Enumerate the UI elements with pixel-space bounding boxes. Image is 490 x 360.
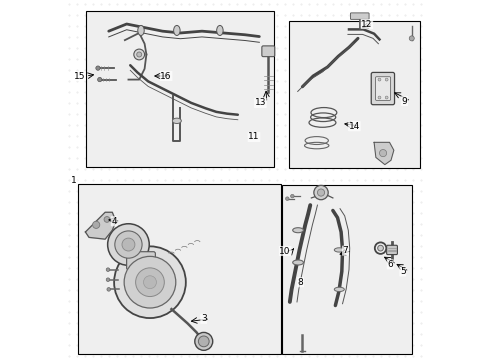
Ellipse shape xyxy=(334,248,344,252)
Circle shape xyxy=(122,238,135,251)
Circle shape xyxy=(385,78,388,81)
Circle shape xyxy=(106,278,110,282)
Circle shape xyxy=(134,49,145,60)
Text: 10: 10 xyxy=(279,247,291,256)
Text: 14: 14 xyxy=(349,122,360,131)
Circle shape xyxy=(378,245,383,251)
Text: 9: 9 xyxy=(402,96,408,105)
Circle shape xyxy=(124,256,176,308)
Polygon shape xyxy=(374,142,394,165)
Text: 1: 1 xyxy=(72,176,77,185)
Circle shape xyxy=(114,246,186,318)
Text: 5: 5 xyxy=(400,267,406,276)
Text: 7: 7 xyxy=(343,246,348,255)
Circle shape xyxy=(314,185,328,200)
Ellipse shape xyxy=(217,26,223,36)
Bar xyxy=(282,185,412,354)
Bar xyxy=(289,21,420,168)
Ellipse shape xyxy=(172,118,181,123)
Circle shape xyxy=(108,224,149,265)
Circle shape xyxy=(137,52,142,57)
Text: 4: 4 xyxy=(111,217,117,226)
Text: 15: 15 xyxy=(74,72,85,81)
Circle shape xyxy=(291,194,294,198)
Circle shape xyxy=(379,149,387,157)
Text: 12: 12 xyxy=(361,19,372,28)
FancyBboxPatch shape xyxy=(262,46,275,57)
Text: 11: 11 xyxy=(248,132,260,141)
Circle shape xyxy=(318,189,324,196)
Circle shape xyxy=(198,336,209,347)
FancyBboxPatch shape xyxy=(375,77,391,100)
FancyBboxPatch shape xyxy=(387,245,397,255)
FancyBboxPatch shape xyxy=(350,13,369,19)
Circle shape xyxy=(115,231,142,258)
Circle shape xyxy=(98,77,102,82)
Ellipse shape xyxy=(334,287,344,292)
Circle shape xyxy=(104,217,110,222)
Text: 16: 16 xyxy=(160,72,172,81)
Circle shape xyxy=(385,96,388,99)
Bar xyxy=(78,184,281,354)
Circle shape xyxy=(106,268,110,271)
Text: 8: 8 xyxy=(298,278,303,287)
Text: 3: 3 xyxy=(201,314,207,323)
Circle shape xyxy=(378,78,381,81)
Circle shape xyxy=(136,268,164,297)
Circle shape xyxy=(96,66,100,70)
FancyBboxPatch shape xyxy=(126,252,155,270)
Circle shape xyxy=(409,36,414,41)
Circle shape xyxy=(286,197,289,201)
Ellipse shape xyxy=(138,26,144,36)
Text: 6: 6 xyxy=(388,260,393,269)
Ellipse shape xyxy=(293,260,303,265)
Polygon shape xyxy=(85,212,116,239)
Bar xyxy=(86,11,274,167)
Circle shape xyxy=(378,96,381,99)
Circle shape xyxy=(107,288,111,291)
Circle shape xyxy=(195,332,213,350)
Circle shape xyxy=(93,221,100,228)
Ellipse shape xyxy=(173,26,180,36)
Ellipse shape xyxy=(293,228,303,233)
Text: 13: 13 xyxy=(255,98,266,107)
FancyBboxPatch shape xyxy=(371,72,394,105)
Circle shape xyxy=(144,276,156,289)
